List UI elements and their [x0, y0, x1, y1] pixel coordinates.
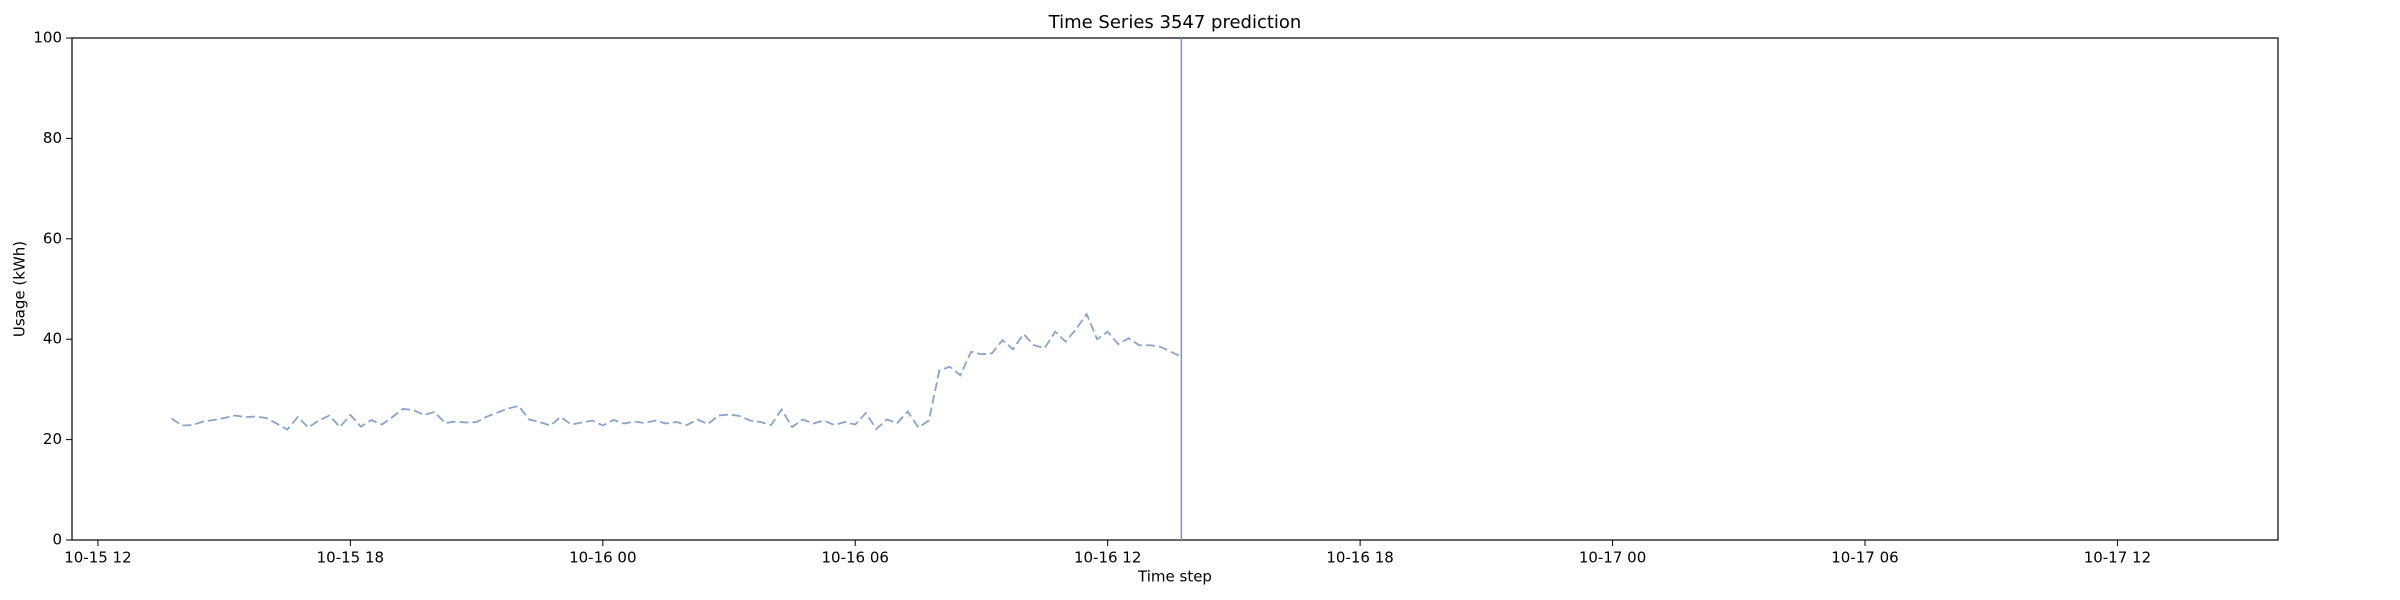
- y-tick-label: 40: [43, 330, 62, 348]
- y-tick-label: 60: [43, 229, 62, 247]
- x-tick-label: 10-17 06: [1831, 549, 1898, 567]
- x-tick-label: 10-16 12: [1074, 549, 1141, 567]
- y-tick-label: 0: [52, 531, 62, 549]
- x-tick-label: 10-16 18: [1326, 549, 1393, 567]
- plot-frame: [71, 37, 2279, 541]
- x-axis-label: Time step: [1137, 568, 1212, 586]
- chart-title: Time Series 3547 prediction: [1048, 12, 1302, 33]
- x-tick-label: 10-15 12: [64, 549, 131, 567]
- x-tick-label: 10-17 12: [2084, 549, 2151, 567]
- x-tick-label: 10-16 00: [569, 549, 636, 567]
- y-tick-label: 20: [43, 430, 62, 448]
- x-tick-label: 10-15 18: [317, 549, 384, 567]
- x-tick-label: 10-16 06: [822, 549, 889, 567]
- y-axis-label: Usage (kWh): [11, 241, 29, 337]
- y-tick-label: 100: [33, 29, 62, 47]
- y-tick-label: 80: [43, 129, 62, 147]
- series-line: [171, 312, 1182, 431]
- x-tick-label: 10-17 00: [1579, 549, 1646, 567]
